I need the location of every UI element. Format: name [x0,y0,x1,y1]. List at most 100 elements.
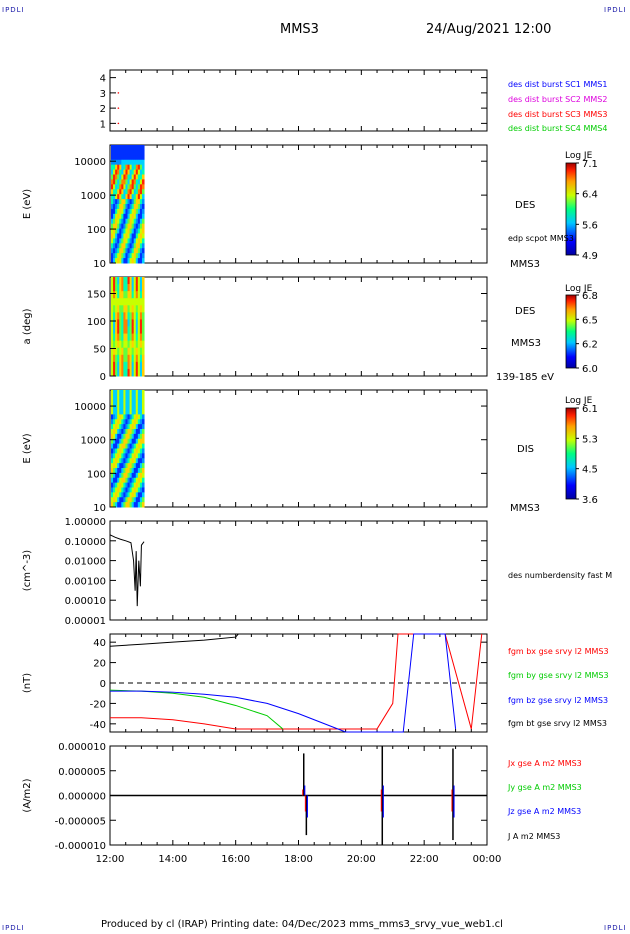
heatmap-cell [115,164,118,171]
colorbar-tick-label: 6.8 [582,291,598,302]
heatmap-cell [133,409,137,415]
heatmap-cell [121,145,124,151]
legend-burst-sc4: des dist burst SC4 MMS4 [508,124,608,133]
heatmap-cell [133,399,137,406]
heatmap-cell [113,248,116,254]
heatmap-cell [141,213,145,220]
heatmap-cell [129,502,133,508]
heatmap-cell [123,164,126,171]
heatmap-cell [123,468,126,474]
heatmap-cell [123,291,126,299]
heatmap-cell [119,477,122,484]
heatmap-cell [115,433,118,440]
heatmap-cell [133,443,137,449]
heatmap-cell [135,243,139,249]
heatmap-cell [127,419,131,425]
heatmap-cell [113,298,116,306]
heatmap-cell [139,333,143,342]
heatmap-cell [123,347,126,356]
heatmap-cell [125,184,129,190]
page-title: MMS3 [280,22,319,37]
heatmap-cell [135,184,139,190]
heatmap-cell [123,145,126,151]
heatmap-cell [129,463,133,469]
heatmap-cell [121,184,124,190]
heatmap-cell [125,453,129,459]
heatmap-cell [131,218,135,225]
heatmap-cell [125,154,129,161]
des-energy-y-tick-label: 10000 [74,157,106,168]
heatmap-cell [141,497,145,503]
heatmap-cell [141,424,145,430]
heatmap-cell [115,354,118,363]
heatmap-cell [127,204,131,210]
heatmap-cell [141,228,145,234]
heatmap-cell [111,404,114,410]
heatmap-cell [129,204,133,210]
heatmap-cell [141,458,145,464]
heatmap-cell [127,258,131,264]
heatmap-cell [135,189,139,195]
heatmap-cell [121,174,124,180]
heatmap-cell [133,169,137,175]
heatmap-cell [117,468,120,474]
heatmap-cell [135,218,139,225]
legend-jx: Jx gse A m2 MMS3 [508,759,582,768]
heatmap-cell [127,414,131,420]
heatmap-cell [131,159,135,166]
heatmap-cell [133,354,137,363]
heatmap-cell [135,199,139,205]
heatmap-cell [117,443,120,449]
burst-y-tick-label: 2 [100,104,106,115]
heatmap-cell [123,497,126,503]
heatmap-cell [115,404,118,410]
heatmap-cell [125,213,129,220]
heatmap-cell [111,159,114,166]
heatmap-cell [117,409,120,415]
heatmap-cell [135,277,139,285]
burst-y-tick-label: 4 [100,74,106,85]
heatmap-cell [111,319,114,327]
heatmap-cell [141,159,145,166]
heatmap-cell [135,453,139,459]
heatmap-cell [133,487,137,493]
heatmap-cell [131,429,135,435]
heatmap-cell [111,258,114,264]
heatmap-cell [131,199,135,205]
heatmap-cell [125,448,129,454]
fgm-y-tick-label: 20 [93,659,106,670]
heatmap-cell [121,149,124,156]
heatmap-cell [119,458,122,464]
heatmap-cell [139,291,143,299]
heatmap-cell [115,361,118,370]
heatmap-cell [119,145,122,151]
heatmap-cell [121,443,124,449]
heatmap-cell [121,404,124,410]
fgm-y-tick-label: 40 [93,638,106,649]
heatmap-cell [133,284,137,292]
heatmap-cell [141,502,145,508]
heatmap-cell [125,424,129,430]
heatmap-cell [125,404,129,410]
heatmap-cell [121,326,124,335]
heatmap-cell [127,194,131,200]
heatmap-cell [121,368,124,377]
heatmap-cell [123,492,126,498]
heatmap-cell [129,340,133,349]
heatmap-cell [117,448,120,454]
heatmap-cell [111,179,114,185]
heatmap-cell [121,291,124,299]
heatmap-cell [123,368,126,377]
heatmap-cell [135,399,139,406]
heatmap-cell [121,419,124,425]
legend-burst-sc2: des dist burst SC2 MMS2 [508,95,608,104]
heatmap-cell [133,199,137,205]
heatmap-cell [129,468,133,474]
heatmap-cell [123,159,126,166]
heatmap-cell [111,468,114,474]
heatmap-cell [125,233,129,239]
heatmap-cell [129,497,133,503]
heatmap-cell [135,194,139,200]
heatmap-cell [129,189,133,195]
heatmap-cell [115,194,118,200]
